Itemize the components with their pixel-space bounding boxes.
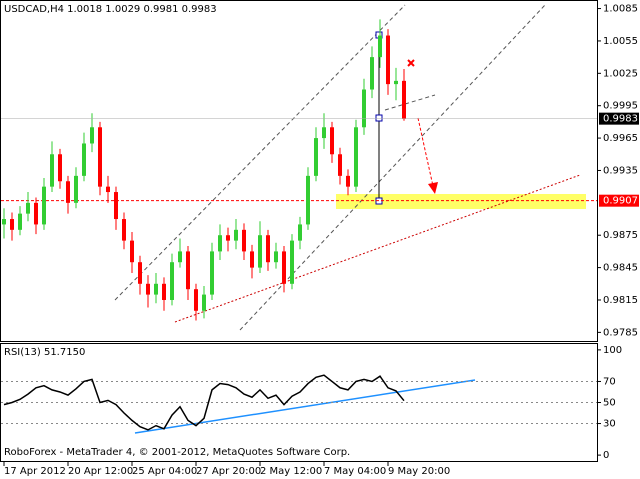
candle-body xyxy=(82,143,86,176)
candle-body xyxy=(226,235,230,241)
candle-body xyxy=(58,154,62,182)
y-tick-label: 0.9815 xyxy=(603,295,638,306)
candle-body xyxy=(66,181,70,203)
candle-body xyxy=(194,289,198,311)
x-tick-label: 20 Apr 12:00 xyxy=(68,466,133,477)
candle-body xyxy=(346,175,350,187)
target-zone xyxy=(336,194,586,209)
candle-body xyxy=(146,283,150,295)
chart-title: USDCAD,H4 1.0018 1.0029 0.9981 0.9983 xyxy=(4,4,217,15)
x-tick-label: 17 Apr 2012 xyxy=(4,466,66,477)
channel-line xyxy=(114,4,406,301)
candle-body xyxy=(290,240,294,284)
rsi-line xyxy=(3,374,405,431)
candle-body xyxy=(354,127,358,187)
y-tick-label: 50 xyxy=(603,398,616,409)
candle-body xyxy=(338,154,342,176)
footer: RoboForex - MetaTrader 4, © 2001-2012, M… xyxy=(4,447,350,458)
candle-body xyxy=(266,235,270,263)
price-pane xyxy=(0,0,598,342)
candle-body xyxy=(242,229,246,252)
candle-body xyxy=(218,235,222,252)
candle-body xyxy=(18,213,22,230)
candle-body xyxy=(114,192,118,220)
y-tick-label: 0.9845 xyxy=(603,263,638,274)
candle-body xyxy=(26,202,30,214)
cross-mark xyxy=(407,59,415,67)
y-tick-label: 1.0055 xyxy=(603,36,638,47)
candle-body xyxy=(2,219,6,225)
y-tick-label: 70 xyxy=(603,376,616,387)
y-tick-label: 0.9935 xyxy=(603,165,638,176)
y-tick-label: 30 xyxy=(603,419,616,430)
rsi-title: RSI(13) 51.7150 xyxy=(4,347,85,358)
x-tick-label: 2 May 12:00 xyxy=(260,466,322,477)
y-tick-label: 0.9995 xyxy=(603,101,638,112)
candle-body xyxy=(370,57,374,90)
candle-body xyxy=(282,251,286,284)
candle-body xyxy=(330,127,334,155)
candle-body xyxy=(394,80,398,85)
y-tick-label: 1.0025 xyxy=(603,68,638,79)
x-tick-label: 25 Apr 04:00 xyxy=(132,466,197,477)
candle-body xyxy=(122,219,126,241)
measure-handle xyxy=(375,114,383,122)
channel-lines xyxy=(114,4,546,331)
target-label-box xyxy=(599,194,639,207)
candle-body xyxy=(402,80,406,119)
y-tick-label: 0.9785 xyxy=(603,327,638,338)
y-tick-label: 100 xyxy=(603,345,622,356)
candle-body xyxy=(74,175,78,203)
y-tick-label: 0.9875 xyxy=(603,230,638,241)
candle-body xyxy=(250,251,254,268)
candle-body xyxy=(138,262,142,284)
candle-body xyxy=(314,138,318,176)
candle-body xyxy=(274,251,278,263)
candle-body xyxy=(322,127,326,139)
x-tick-label: 9 May 20:00 xyxy=(388,466,450,477)
candle-body xyxy=(90,127,94,144)
candle-body xyxy=(98,127,102,187)
y-tick-label: 0.9965 xyxy=(603,133,638,144)
candle-body xyxy=(298,224,302,241)
candle-body xyxy=(378,35,382,58)
candle-body xyxy=(210,251,214,295)
candle-body xyxy=(258,235,262,268)
y-tick-label: 0 xyxy=(603,450,609,461)
candle-body xyxy=(234,229,238,241)
last-price-label: 0.9983 xyxy=(603,114,638,125)
target-label: 0.9907 xyxy=(603,196,638,207)
y-tick-label: 1.0085 xyxy=(603,4,638,15)
forecast-arrow xyxy=(417,117,434,187)
channel-line xyxy=(384,94,436,111)
candle-body xyxy=(202,294,206,311)
candle-body xyxy=(50,154,54,187)
candle-body xyxy=(386,35,390,85)
candle-body xyxy=(154,283,158,295)
candle-body xyxy=(162,283,166,300)
candle-body xyxy=(42,186,46,225)
rsi-trendline xyxy=(134,379,476,434)
forecast-arrow-head xyxy=(428,182,438,194)
x-tick-label: 7 May 04:00 xyxy=(324,466,386,477)
candle-body xyxy=(106,186,110,193)
candle-body xyxy=(306,175,310,225)
candle-body xyxy=(34,202,38,225)
candle-body xyxy=(178,251,182,263)
candle-body xyxy=(186,251,190,290)
candle-body xyxy=(362,89,366,128)
x-tick-label: 27 Apr 20:00 xyxy=(196,466,261,477)
channel-line xyxy=(239,4,546,331)
candle-body xyxy=(10,219,14,230)
last-price-box xyxy=(599,112,639,125)
candle-body xyxy=(170,262,174,300)
candle-body xyxy=(130,240,134,263)
